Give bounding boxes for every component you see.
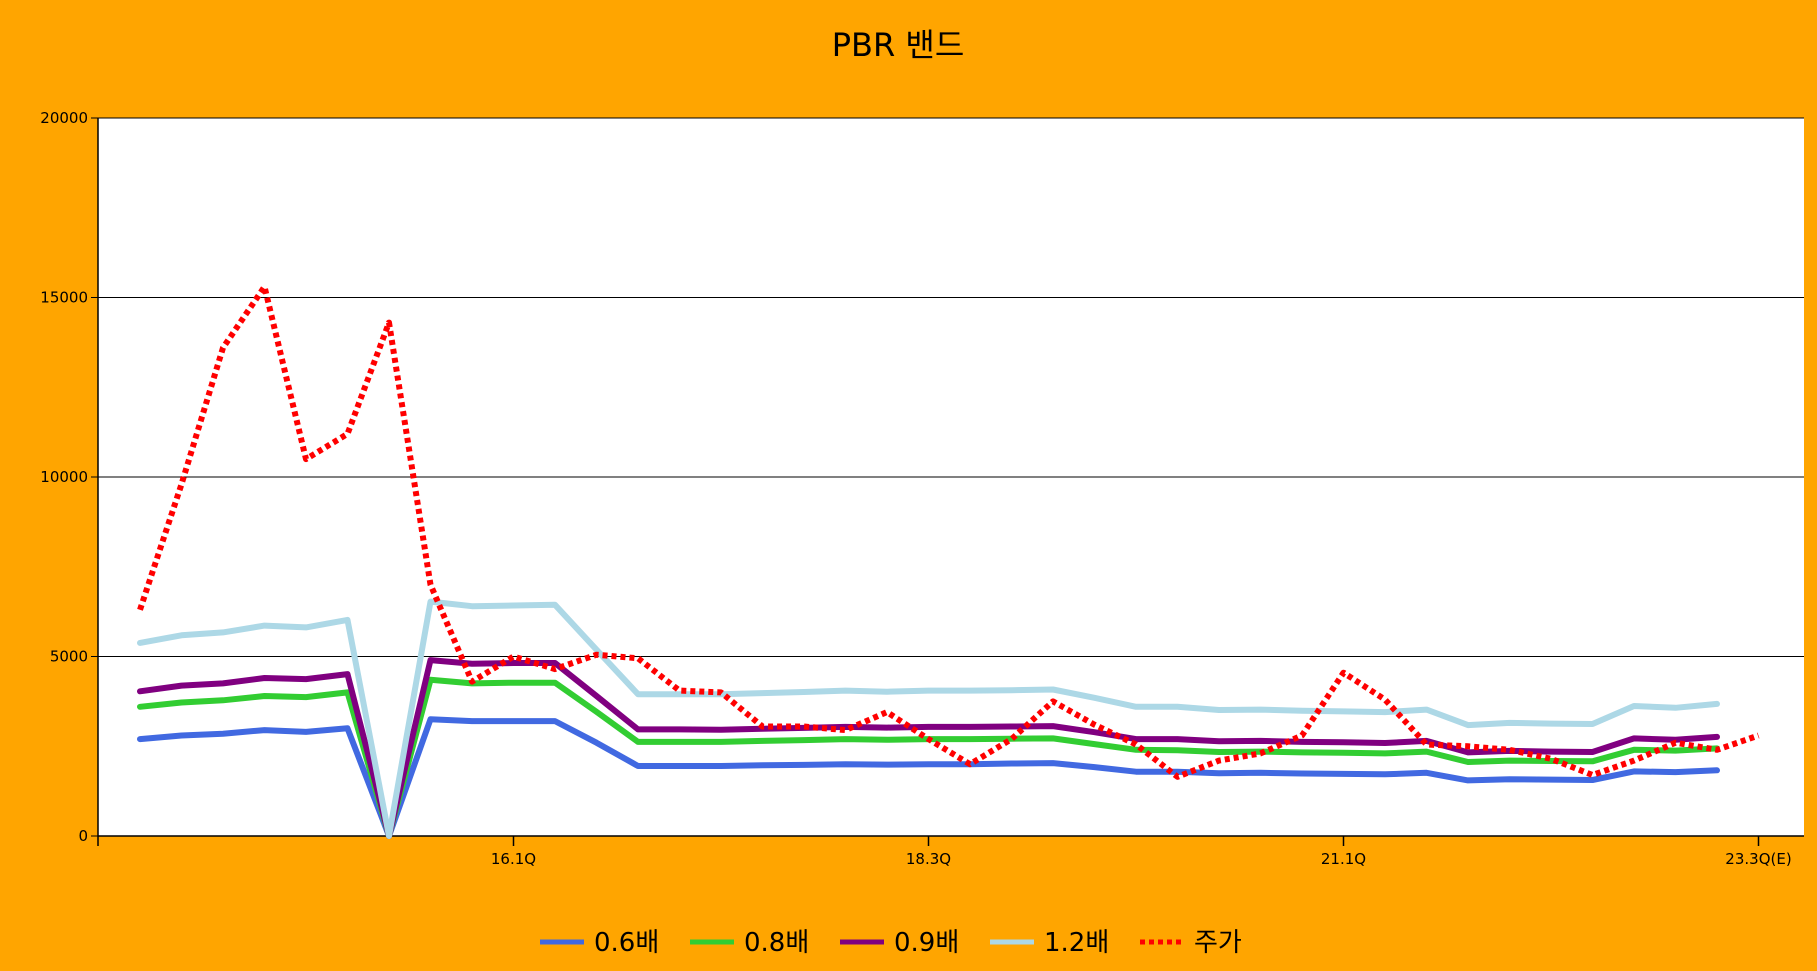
- axes: 0 5000 10000 15000 20000 16.1Q 18.3Q 21.1Q 23.3Q…: [40, 109, 1804, 868]
- y-tick-label: 20000: [40, 109, 88, 127]
- gridlines: [98, 117, 1804, 657]
- series-line-4: [137, 598, 1720, 839]
- chart-title: PBR 밴드: [832, 26, 965, 64]
- legend-label: 0.8배: [744, 928, 809, 958]
- x-tick-label: 18.3Q: [906, 850, 951, 868]
- legend-label: 주가: [1194, 928, 1242, 958]
- x-tick-label: 21.1Q: [1321, 850, 1366, 868]
- x-tick-label: 23.3Q(E): [1725, 850, 1791, 868]
- y-tick-label: 5000: [50, 648, 88, 666]
- x-tick-label: 16.1Q: [491, 850, 536, 868]
- series-line-1: [137, 716, 1720, 839]
- series-line-3: [137, 657, 1720, 839]
- series-layer: [137, 283, 1760, 839]
- legend-label: 0.6배: [594, 928, 659, 958]
- legend-label: 0.9배: [894, 928, 959, 958]
- legend-label: 1.2배: [1044, 928, 1109, 958]
- y-tick-label: 15000: [40, 289, 88, 307]
- y-tick-label: 10000: [40, 468, 88, 486]
- y-tick-label: 0: [78, 827, 88, 845]
- legend: 0.6배 0.8배 0.9배 1.2배 주가: [540, 928, 1242, 958]
